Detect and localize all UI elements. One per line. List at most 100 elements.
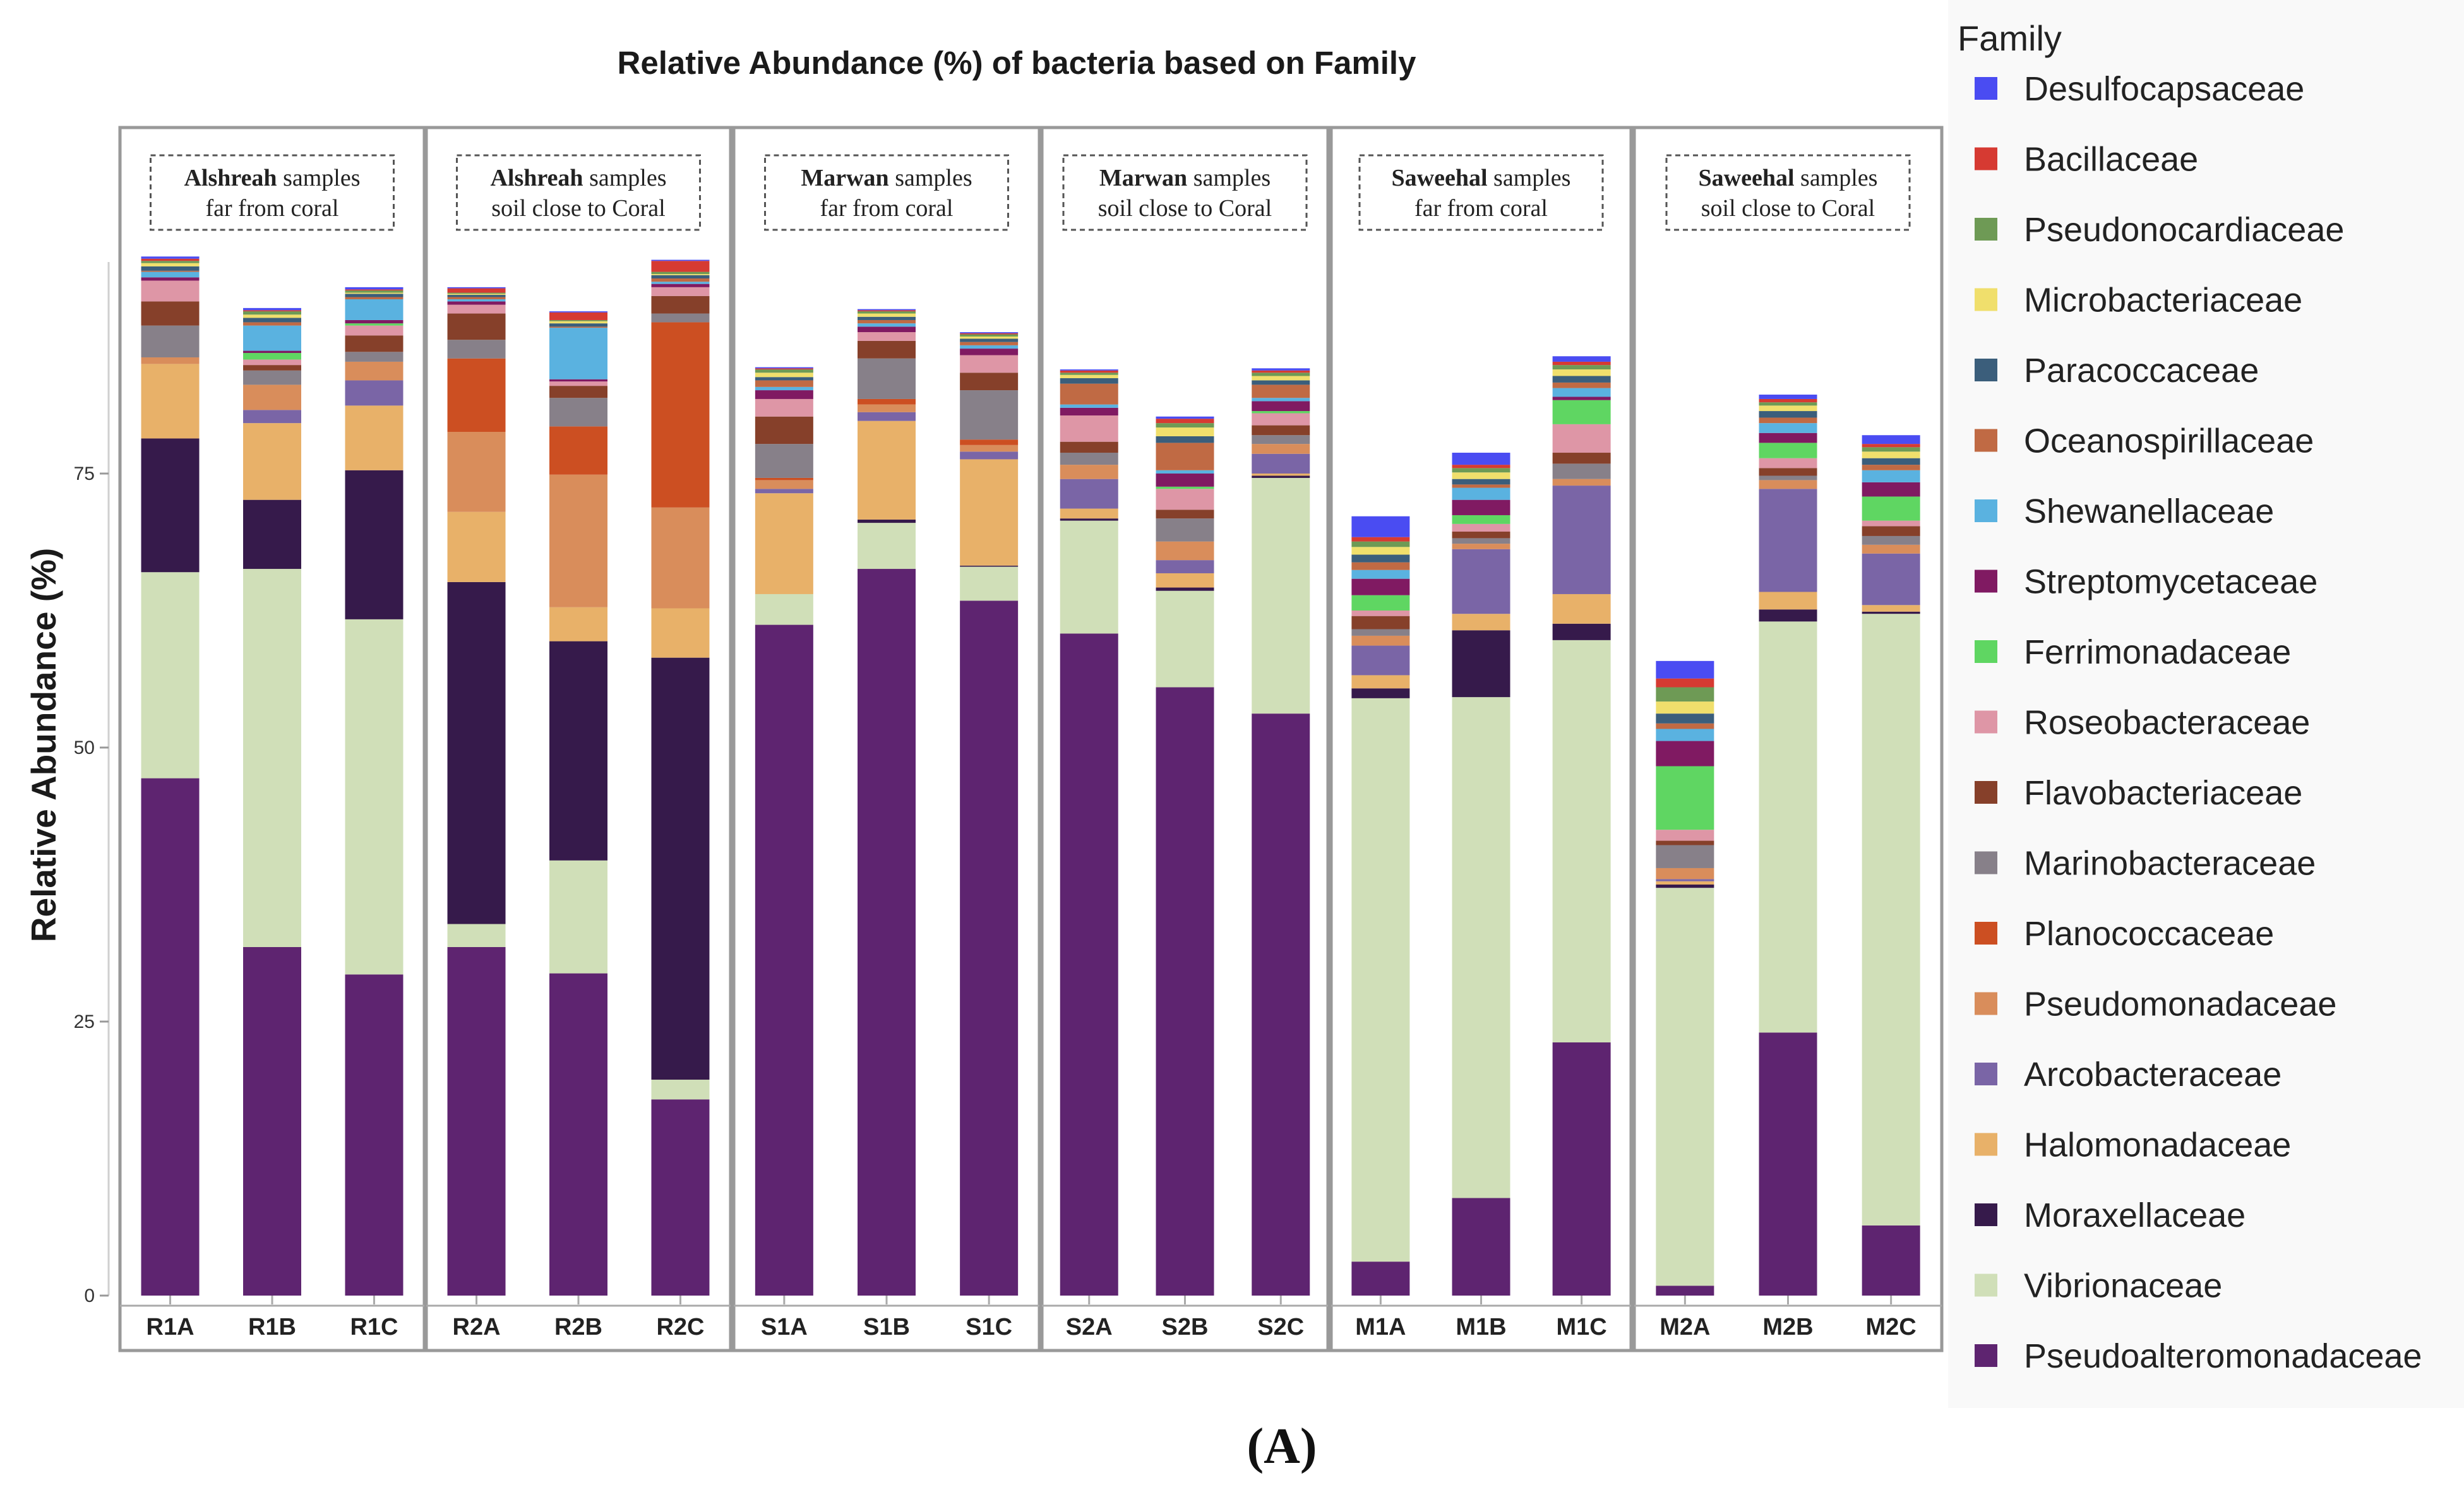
bar-segment-S2B-arcobacteraceae <box>1156 560 1214 573</box>
bar-segment-R2B-desulfocapsaceae <box>549 311 607 313</box>
bar-segment-S1B-paracoccaceae <box>858 316 916 320</box>
bar-segment-R1C-bacillaceae <box>345 289 404 291</box>
bar-segment-M2C-pseudoalteromonadaceae <box>1862 1225 1920 1296</box>
bar-segment-R1A-bacillaceae <box>141 258 200 261</box>
bar-segment-M2A-pseudoalteromonadaceae <box>1656 1285 1714 1296</box>
bar-segment-S1B-marinobacteraceae <box>858 358 916 399</box>
bar-segment-R1C-pseudomonadaceae <box>345 361 404 381</box>
bar-segment-M1B-pseudoalteromonadaceae <box>1452 1198 1510 1296</box>
bar-segment-S2B-paracoccaceae <box>1156 436 1214 443</box>
legend-swatch-pseudomonadaceae <box>1975 992 1997 1015</box>
bar-segment-S1A-oceanospirillaceae <box>755 380 813 387</box>
bar-segment-S1B-arcobacteraceae <box>858 412 916 421</box>
bar-segment-M2A-microbacteriaceae <box>1656 701 1714 714</box>
bar-segment-M1B-microbacteriaceae <box>1452 472 1510 479</box>
bar-segment-R1C-microbacteriaceae <box>345 292 404 294</box>
legend-label-pseudoalteromonadaceae: Pseudoalteromonadaceae <box>2024 1337 2422 1375</box>
bar-segment-M2C-roseobacteraceae <box>1862 520 1920 527</box>
bar-segment-S1A-microbacteriaceae <box>755 373 813 378</box>
bar-segment-R1A-paracoccaceae <box>141 266 200 271</box>
panel-5: Saweehal samples soil close to Coral M2A M2… <box>1632 126 1944 1352</box>
bar-segment-R2B-planococcaceae <box>549 426 607 475</box>
bar-segment-M1A-halomonadaceae <box>1351 675 1410 689</box>
bar-segment-R2B-streptomycetaceae <box>549 379 607 382</box>
bar-segment-M1C-oceanospirillaceae <box>1552 382 1611 388</box>
panel-border <box>732 126 1041 1352</box>
legend-label-desulfocapsaceae: Desulfocapsaceae <box>2024 70 2304 108</box>
bar-segment-S2B-halomonadaceae <box>1156 573 1214 588</box>
bar-segment-S1B-desulfocapsaceae <box>858 309 916 311</box>
group-label-line1: Alshreah samples <box>184 165 360 191</box>
bar-stack-S1C <box>960 332 1019 1296</box>
x-tick-label: R1C <box>350 1314 398 1340</box>
bar-segment-S1C-arcobacteraceae <box>960 451 1019 460</box>
legend-swatch-paracoccaceae <box>1975 359 1997 381</box>
figure-caption: (A) <box>1247 1419 1317 1474</box>
bar-segment-R1C-paracoccaceae <box>345 294 404 297</box>
bar-stack-S2A <box>1060 369 1118 1296</box>
bar-segment-M1A-roseobacteraceae <box>1351 611 1410 616</box>
bar-segment-M2B-paracoccaceae <box>1759 411 1817 418</box>
bar-segment-S1A-pseudoalteromonadaceae <box>755 624 813 1296</box>
bar-segment-R1B-vibrionaceae <box>243 569 301 947</box>
bar-segment-S2B-flavobacteriaceae <box>1156 510 1214 519</box>
bar-segment-S1A-pseudonocardiaceae <box>755 369 813 373</box>
bar-segment-S2B-ferrimonadaceae <box>1156 486 1214 489</box>
bar-segment-M1C-pseudonocardiaceae <box>1552 365 1611 370</box>
bar-segment-R2C-halomonadaceae <box>651 608 710 658</box>
bar-stack-M2C <box>1862 435 1920 1296</box>
bar-segment-R1B-streptomycetaceae <box>243 350 301 354</box>
bar-segment-M2B-pseudoalteromonadaceae <box>1759 1032 1817 1296</box>
bar-segment-S2C-moraxellaceae <box>1252 475 1310 478</box>
bar-segment-M2A-bacillaceae <box>1656 678 1714 688</box>
bar-stack-M2A <box>1656 660 1714 1296</box>
bar-segment-R1B-ferrimonadaceae <box>243 353 301 360</box>
legend-swatch-ferrimonadaceae <box>1975 640 1997 663</box>
bar-segment-R1C-roseobacteraceae <box>345 325 404 336</box>
y-tick-label: 50 <box>74 737 95 758</box>
bar-segment-R1B-paracoccaceae <box>243 318 301 323</box>
bar-segment-S2C-microbacteriaceae <box>1252 376 1310 381</box>
bar-segment-R2C-pseudonocardiaceae <box>651 271 710 275</box>
legend-label-streptomycetaceae: Streptomycetaceae <box>2024 563 2317 601</box>
bar-segment-S2B-shewanellaceae <box>1156 470 1214 474</box>
x-tick-label: M1B <box>1456 1314 1506 1340</box>
bar-segment-M1C-bacillaceae <box>1552 361 1611 366</box>
bar-segment-S2B-desulfocapsaceae <box>1156 416 1214 419</box>
bar-segment-R2A-pseudonocardiaceae <box>447 292 506 294</box>
bar-segment-M2A-streptomycetaceae <box>1656 741 1714 766</box>
panel-border <box>118 126 426 1352</box>
bar-segment-R2A-desulfocapsaceae <box>447 287 506 289</box>
bar-segment-R1B-halomonadaceae <box>243 423 301 500</box>
bar-segment-R1B-bacillaceae <box>243 310 301 312</box>
bar-segment-M1A-ferrimonadaceae <box>1351 595 1410 611</box>
bar-segment-S2C-pseudonocardiaceae <box>1252 373 1310 376</box>
y-tick-label: 25 <box>74 1011 95 1032</box>
bar-segment-R2C-streptomycetaceae <box>651 283 710 287</box>
bar-segment-M1B-arcobacteraceae <box>1452 549 1510 614</box>
bar-segment-M2B-streptomycetaceae <box>1759 432 1817 443</box>
chart-title: Relative Abundance (%) of bacteria based… <box>618 45 1417 81</box>
bar-segment-R2B-pseudonocardiaceae <box>549 319 607 321</box>
x-tick-label: M2A <box>1660 1314 1710 1340</box>
bar-segment-S1C-shewanellaceae <box>960 345 1019 349</box>
bar-segment-S1C-desulfocapsaceae <box>960 332 1019 333</box>
bar-segment-R1B-flavobacteriaceae <box>243 365 301 371</box>
bar-segment-R1B-desulfocapsaceae <box>243 307 301 311</box>
bar-segment-R2C-shewanellaceae <box>651 282 710 284</box>
bar-segment-R2B-bacillaceae <box>549 312 607 320</box>
bar-segment-S2C-roseobacteraceae <box>1252 413 1310 426</box>
bar-segment-R1B-roseobacteraceae <box>243 359 301 366</box>
legend-label-vibrionaceae: Vibrionaceae <box>2024 1267 2222 1305</box>
bar-segment-R2B-marinobacteraceae <box>549 398 607 427</box>
bar-segment-M2A-pseudonocardiaceae <box>1656 687 1714 702</box>
bar-segment-S2A-pseudomonadaceae <box>1060 465 1118 479</box>
legend-label-paracoccaceae: Paracoccaceae <box>2024 352 2259 390</box>
bar-segment-S1C-pseudoalteromonadaceae <box>960 600 1019 1296</box>
bar-segment-R2B-oceanospirillaceae <box>549 326 607 328</box>
group-label-line2: soil close to Coral <box>491 195 665 222</box>
bar-segment-R1A-pseudonocardiaceae <box>141 261 200 263</box>
bar-segment-S1C-moraxellaceae <box>960 565 1019 567</box>
bar-segment-S1B-streptomycetaceae <box>858 326 916 333</box>
